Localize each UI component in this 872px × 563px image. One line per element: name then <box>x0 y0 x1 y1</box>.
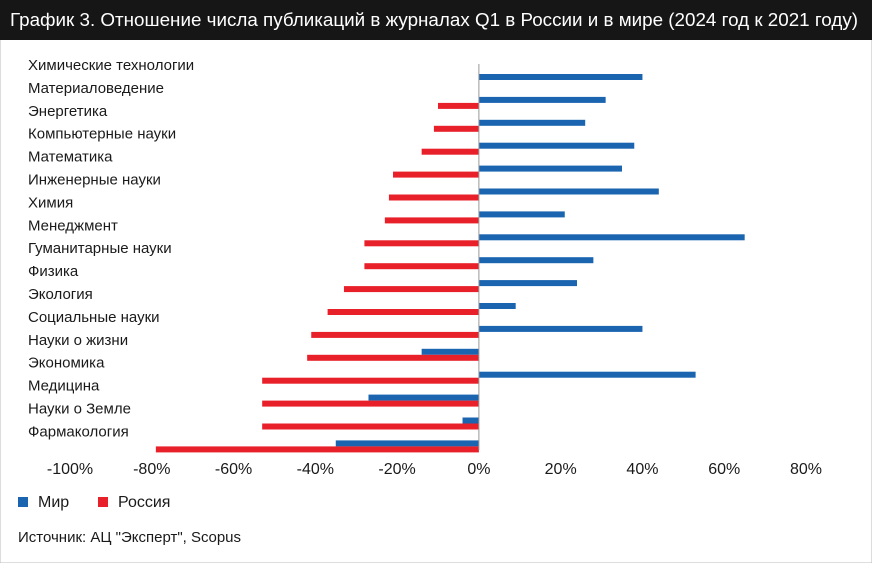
x-tick-label: -60% <box>215 461 252 478</box>
bar <box>478 280 578 287</box>
category-label: Экология <box>28 286 93 303</box>
bar <box>478 325 643 332</box>
bar <box>462 417 479 424</box>
x-tick-label: 60% <box>708 461 740 478</box>
legend-swatch <box>18 497 28 507</box>
category-label: Химия <box>28 194 73 211</box>
bar <box>364 240 479 247</box>
bar <box>438 102 479 109</box>
bar <box>478 96 606 103</box>
bar <box>262 377 479 384</box>
legend-swatch <box>98 497 108 507</box>
category-label: Инженерные науки <box>28 171 161 188</box>
title-bar <box>0 0 872 40</box>
bar <box>421 148 479 155</box>
bar <box>478 188 659 195</box>
bar <box>421 348 479 355</box>
bar <box>388 194 479 201</box>
category-label: Науки о Земле <box>28 400 131 417</box>
bar <box>368 394 479 401</box>
bar <box>384 217 479 224</box>
bar <box>478 142 635 149</box>
category-label: Компьютерные науки <box>28 126 176 143</box>
category-label: Гуманитарные науки <box>28 240 172 257</box>
bar <box>478 165 622 172</box>
bar <box>335 440 479 447</box>
bar <box>478 234 745 241</box>
category-label: Математика <box>28 149 113 166</box>
x-tick-label: -80% <box>133 461 170 478</box>
x-tick-label: 40% <box>626 461 658 478</box>
x-tick-label: 20% <box>545 461 577 478</box>
category-label: Химические технологии <box>28 57 194 74</box>
bar <box>155 446 479 453</box>
x-tick-label: 80% <box>790 461 822 478</box>
bar <box>307 354 479 361</box>
x-tick-label: -100% <box>47 461 93 478</box>
bar <box>262 400 479 407</box>
bar <box>327 309 479 315</box>
bar <box>478 211 565 218</box>
bar <box>478 371 696 378</box>
bar <box>364 263 479 270</box>
bar <box>433 125 479 132</box>
bar <box>262 423 479 430</box>
bar <box>478 303 516 309</box>
category-label: Экономика <box>28 355 105 372</box>
source: Источник: АЦ "Эксперт", Scopus <box>18 529 241 546</box>
x-tick-label: -20% <box>378 461 415 478</box>
x-tick-label: 0% <box>467 461 490 478</box>
chart-title: График 3. Отношение числа публикаций в ж… <box>10 10 858 30</box>
category-label: Медицина <box>28 378 100 395</box>
bar <box>478 119 586 126</box>
x-tick-label: -40% <box>297 461 334 478</box>
category-label: Социальные науки <box>28 309 160 326</box>
category-label: Фармакология <box>28 423 129 440</box>
category-label: Менеджмент <box>28 217 118 234</box>
legend-label: Россия <box>118 494 170 511</box>
bar <box>311 331 479 338</box>
bar <box>478 74 643 80</box>
category-label: Науки о жизни <box>28 332 128 349</box>
legend-label: Мир <box>38 494 69 511</box>
category-label: Энергетика <box>28 103 108 120</box>
category-label: Физика <box>28 263 79 280</box>
bar <box>478 257 594 264</box>
bar <box>343 286 479 293</box>
bar <box>393 171 479 178</box>
category-label: Материаловедение <box>28 80 164 97</box>
